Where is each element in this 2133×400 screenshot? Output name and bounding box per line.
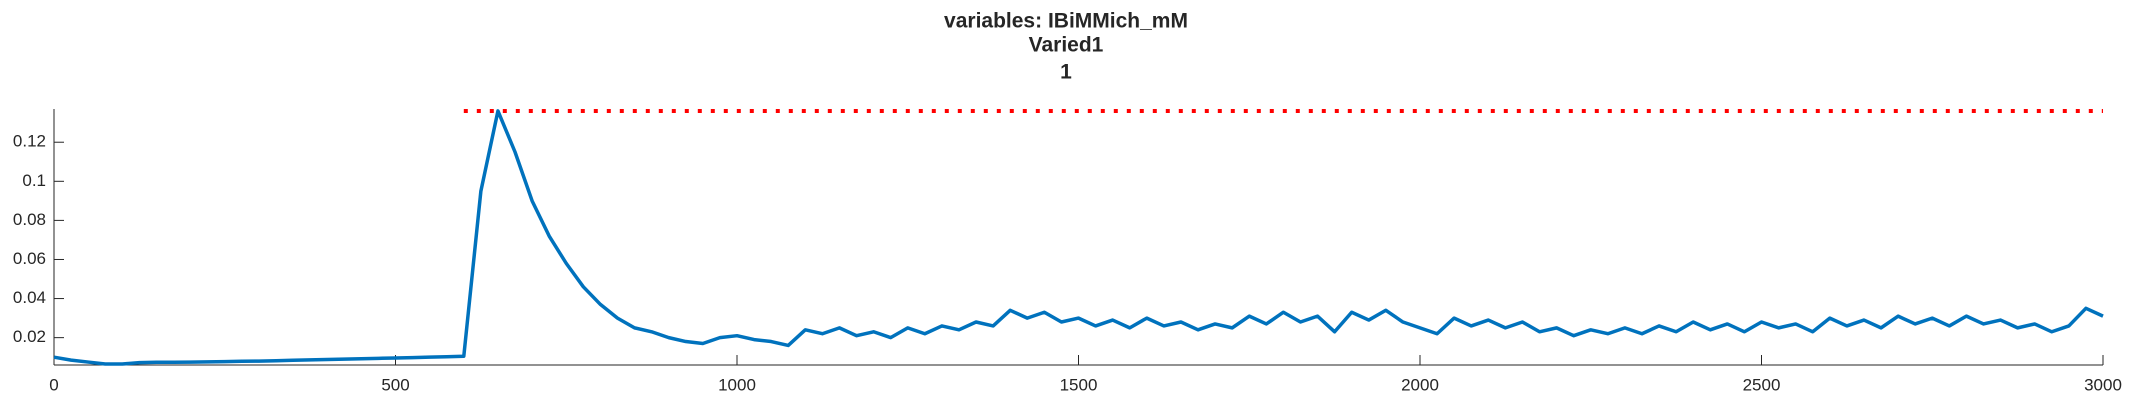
- chart-title: variables: IBiMMich_mM: [944, 10, 1188, 33]
- y-tick-label: 0.04: [13, 288, 46, 307]
- y-tick-label: 0.02: [13, 327, 46, 346]
- x-tick-label: 2500: [1743, 375, 1781, 394]
- chart-subtitle: Varied1: [1029, 34, 1104, 57]
- y-tick-label: 0.1: [22, 171, 46, 190]
- y-tick-label: 0.06: [13, 249, 46, 268]
- y-tick-label: 0.08: [13, 210, 46, 229]
- x-tick-label: 0: [49, 375, 58, 394]
- x-tick-label: 2000: [1401, 375, 1439, 394]
- x-tick-label: 3000: [2084, 375, 2122, 394]
- chart-subtitle: 1: [1060, 61, 1072, 84]
- data-line: [53, 109, 2104, 366]
- x-tick-label: 500: [381, 375, 409, 394]
- x-tick-label: 1500: [1060, 375, 1098, 394]
- y-tick-label: 0.12: [13, 132, 46, 151]
- x-tick-label: 1000: [718, 375, 756, 394]
